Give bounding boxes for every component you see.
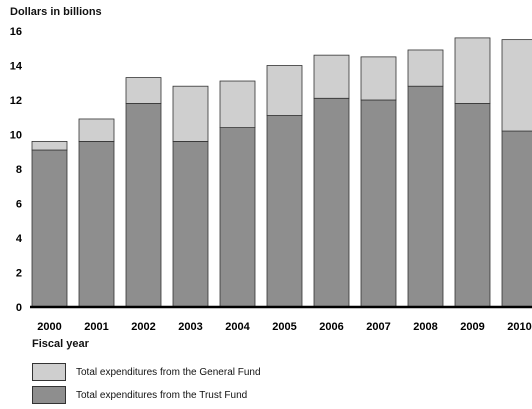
- x-axis-label: Fiscal year: [32, 338, 89, 350]
- x-tick-label: 2007: [366, 321, 390, 333]
- bar-segment-general-fund: [454, 37, 491, 104]
- legend-label-trust-fund: Total expenditures from the Trust Fund: [76, 389, 248, 401]
- legend-item-trust-fund: Total expenditures from the Trust Fund: [32, 385, 261, 405]
- legend-label-general-fund: Total expenditures from the General Fund: [76, 366, 261, 378]
- x-tick-labels: 2000 2001 2002 2003 2004 2005 2006 2007 2008 2009…: [37, 321, 531, 333]
- bar-segment-general-fund: [266, 65, 303, 116]
- x-tick-label: 2005: [272, 321, 296, 333]
- bar-segment-general-fund: [31, 140, 68, 151]
- bars-group: [31, 37, 532, 308]
- x-tick-label: 2001: [84, 321, 108, 333]
- y-tick-label: 4: [16, 233, 23, 245]
- x-tick-label: 2010: [507, 321, 531, 333]
- bar-segment-trust-fund: [266, 115, 303, 308]
- legend-item-general-fund: Total expenditures from the General Fund: [32, 362, 261, 382]
- x-tick-label: 2008: [413, 321, 437, 333]
- x-tick-label: 2003: [178, 321, 202, 333]
- legend: Total expenditures from the General Fund…: [32, 362, 261, 408]
- y-tick-label: 8: [16, 164, 22, 176]
- y-tick-label: 10: [10, 130, 22, 142]
- bar-segment-trust-fund: [31, 149, 68, 308]
- x-tick-label: 2006: [319, 321, 343, 333]
- x-tick-label: 2000: [37, 321, 61, 333]
- y-tick-label: 6: [16, 199, 22, 211]
- bar-segment-general-fund: [501, 39, 532, 132]
- bar-segment-trust-fund: [360, 99, 397, 308]
- bar-segment-trust-fund: [454, 103, 491, 308]
- bar-segment-general-fund: [360, 56, 397, 101]
- x-tick-label: 2004: [225, 321, 250, 333]
- y-tick-label: 12: [10, 95, 22, 107]
- y-axis-label: Dollars in billions: [10, 6, 102, 18]
- bar-segment-general-fund: [219, 80, 256, 129]
- bar-segment-general-fund: [172, 85, 209, 142]
- bar-segment-general-fund: [125, 77, 162, 104]
- y-tick-labels: 0 2 4 6 8 10 12 14 16: [10, 26, 23, 314]
- bar-segment-trust-fund: [78, 140, 115, 308]
- x-tick-label: 2009: [460, 321, 484, 333]
- bar-segment-trust-fund: [219, 127, 256, 308]
- bar-segment-general-fund: [407, 49, 444, 87]
- y-tick-label: 2: [16, 268, 22, 280]
- bar-segment-general-fund: [78, 118, 115, 142]
- y-tick-label: 16: [10, 26, 22, 38]
- y-tick-label: 0: [16, 302, 22, 314]
- bar-segment-trust-fund: [501, 130, 532, 308]
- legend-swatch-general-fund: [32, 363, 66, 381]
- bar-segment-trust-fund: [313, 97, 350, 308]
- legend-swatch-trust-fund: [32, 386, 66, 404]
- bar-segment-trust-fund: [407, 85, 444, 308]
- bar-segment-trust-fund: [172, 140, 209, 308]
- bar-segment-general-fund: [313, 54, 350, 99]
- x-tick-label: 2002: [131, 321, 155, 333]
- bar-segment-trust-fund: [125, 103, 162, 308]
- y-tick-label: 14: [10, 61, 23, 73]
